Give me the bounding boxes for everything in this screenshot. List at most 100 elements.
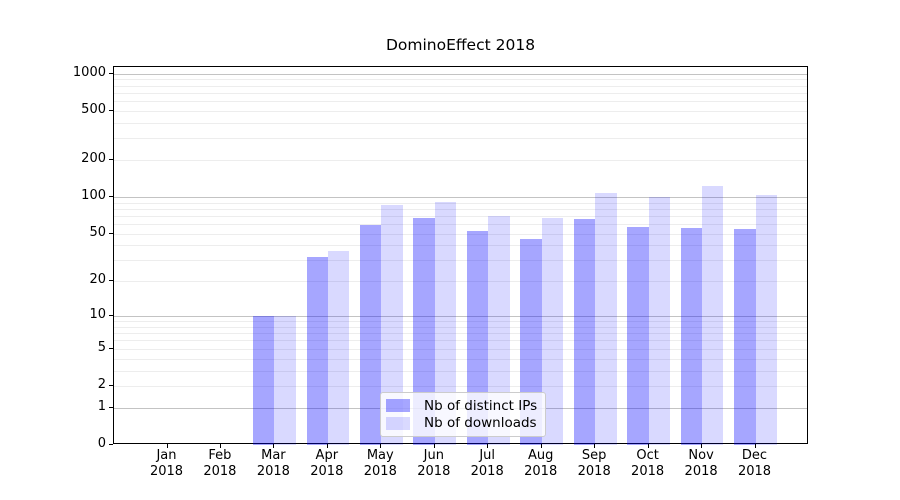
- x-tick-label-Jan: Jan 2018: [149, 448, 184, 479]
- y-tick-1000: [109, 73, 113, 74]
- y-tick-2: [109, 385, 113, 386]
- bar-downloads-Aug: [541, 218, 564, 445]
- bar-downloads-Oct: [648, 196, 670, 445]
- x-tick-Dec: [754, 444, 756, 448]
- bar-ips-Sep: [573, 218, 596, 445]
- x-tick-label-Feb: Feb 2018: [203, 448, 237, 479]
- y-gridline-minor-50: [114, 233, 807, 235]
- y-gridline-major-10: [114, 316, 807, 318]
- y-tick-200: [109, 159, 113, 160]
- y-gridline-minor-20: [114, 281, 807, 283]
- bars-layer: [114, 67, 807, 445]
- y-gridline-minor-2: [114, 385, 807, 387]
- bar-ips-Nov: [680, 227, 703, 445]
- legend-item-downloads: Nb of downloads: [386, 415, 537, 431]
- y-gridline-minor-3: [114, 370, 807, 372]
- bar-ips-Jul: [466, 230, 489, 445]
- x-tick-Mar: [273, 444, 275, 448]
- y-tick-1: [109, 407, 113, 408]
- bar-downloads-Apr: [327, 250, 350, 445]
- x-tick-label-Nov: Nov 2018: [684, 448, 718, 479]
- y-gridline-minor-30: [114, 260, 807, 262]
- y-gridline-minor-800: [114, 85, 807, 87]
- x-tick-Jun: [433, 444, 435, 448]
- y-tick-50: [109, 233, 113, 234]
- bar-ips-Oct: [627, 226, 649, 445]
- y-tick-20: [109, 280, 113, 281]
- x-tick-label-Oct: Oct 2018: [631, 448, 665, 479]
- y-tick-label-500: 500: [81, 101, 106, 117]
- legend-item-distinct-ips: Nb of distinct IPs: [386, 398, 537, 414]
- y-tick-0: [109, 444, 113, 445]
- y-tick-label-5: 5: [97, 339, 106, 355]
- y-gridline-major-100: [114, 196, 807, 198]
- bar-ips-Mar: [253, 316, 275, 445]
- legend-label-downloads: Nb of downloads: [424, 415, 537, 432]
- y-gridline-minor-4: [114, 358, 807, 360]
- y-tick-5: [109, 348, 113, 349]
- x-tick-Aug: [540, 444, 542, 448]
- x-tick-Oct: [647, 444, 649, 448]
- y-tick-label-100: 100: [81, 187, 106, 203]
- x-tick-label-Dec: Dec 2018: [737, 448, 772, 479]
- y-tick-label-50: 50: [89, 224, 106, 240]
- x-tick-Nov: [701, 444, 703, 448]
- y-tick-label-0: 0: [97, 436, 106, 451]
- y-gridline-minor-9: [114, 321, 807, 323]
- x-tick-May: [380, 444, 382, 448]
- y-gridline-minor-70: [114, 215, 807, 217]
- x-tick-Jan: [166, 444, 168, 448]
- y-gridline-minor-40: [114, 245, 807, 247]
- bar-downloads-Dec: [755, 195, 777, 445]
- y-gridline-minor-300: [114, 138, 807, 140]
- bar-downloads-Jul: [488, 215, 510, 445]
- x-tick-Sep: [594, 444, 596, 448]
- y-tick-label-10: 10: [89, 307, 106, 323]
- y-gridline-minor-500: [114, 110, 807, 112]
- y-gridline-minor-5: [114, 348, 807, 350]
- y-gridline-minor-8: [114, 326, 807, 328]
- y-tick-label-1000: 1000: [72, 64, 106, 80]
- y-tick-500: [109, 110, 113, 111]
- y-gridline-minor-80: [114, 208, 807, 210]
- x-tick-label-Sep: Sep 2018: [577, 448, 611, 479]
- x-tick-Feb: [219, 444, 221, 448]
- bar-downloads-Jun: [434, 201, 457, 445]
- bar-downloads-Mar: [274, 316, 296, 445]
- x-tick-label-Mar: Mar 2018: [256, 448, 290, 479]
- y-gridline-minor-6: [114, 340, 807, 342]
- y-gridline-minor-7: [114, 333, 807, 335]
- y-gridline-minor-400: [114, 122, 807, 124]
- bar-downloads-Nov: [702, 186, 724, 445]
- y-gridline-minor-700: [114, 92, 807, 94]
- y-gridline-minor-600: [114, 101, 807, 102]
- y-tick-label-2: 2: [97, 376, 106, 392]
- bar-downloads-Sep: [595, 193, 617, 445]
- bar-ips-Dec: [734, 228, 756, 445]
- gridlines-layer: [114, 67, 807, 443]
- legend-swatch-distinct-ips-icon: [386, 399, 410, 413]
- x-tick-label-Jul: Jul 2018: [470, 448, 504, 479]
- y-tick-label-1: 1: [97, 398, 106, 414]
- legend-swatch-downloads-icon: [386, 416, 410, 430]
- x-tick-label-May: May 2018: [363, 448, 397, 479]
- bar-ips-May: [359, 224, 382, 445]
- chart-title: DominoEffect 2018: [385, 36, 536, 54]
- y-gridline-minor-60: [114, 224, 807, 225]
- x-tick-label-Jun: Jun 2018: [417, 448, 451, 479]
- bar-downloads-May: [381, 204, 403, 445]
- y-gridline-minor-200: [114, 159, 807, 161]
- y-gridline-minor-90: [114, 202, 807, 204]
- y-tick-100: [109, 196, 113, 197]
- y-tick-label-200: 200: [81, 150, 106, 166]
- x-tick-Apr: [326, 444, 328, 448]
- x-tick-Jul: [487, 444, 489, 448]
- y-gridline-major-1000: [114, 73, 807, 75]
- x-tick-label-Apr: Apr 2018: [310, 448, 344, 479]
- y-tick-10: [109, 315, 113, 316]
- legend-label-distinct-ips: Nb of distinct IPs: [424, 397, 538, 414]
- y-tick-label-20: 20: [89, 272, 106, 288]
- y-gridline-minor-900: [114, 79, 807, 81]
- bar-ips-Jun: [413, 218, 435, 445]
